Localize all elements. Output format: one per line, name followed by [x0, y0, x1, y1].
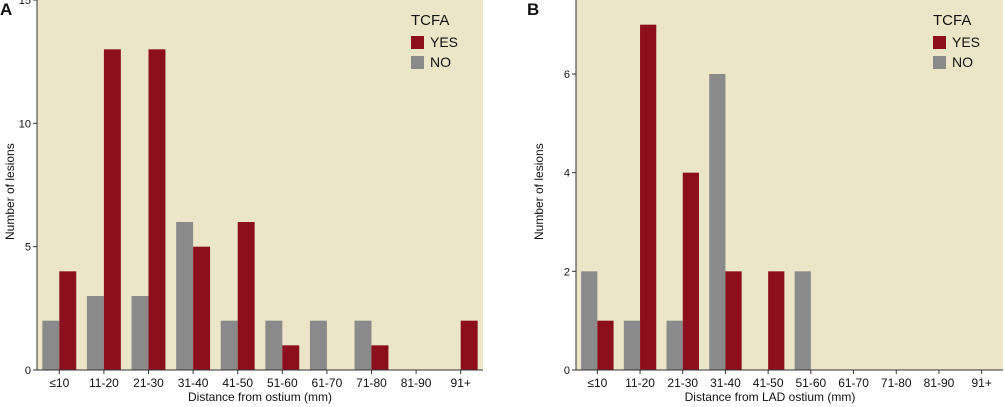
panel-label: B [527, 0, 540, 19]
x-tick-label: 41-50 [222, 376, 253, 390]
x-axis-label: Distance from LAD ostium (mm) [684, 390, 856, 404]
x-tick-label: 11-20 [89, 376, 119, 390]
legend-item-no: NO [411, 52, 458, 72]
bar-chart-b: ≤10 11-20 21-30 31-40 41-50 51-60 61-70 71-80 81… [564, 0, 1003, 390]
legend-swatch-no [411, 55, 424, 69]
bar-yes-21-30 [148, 49, 166, 370]
bar-yes-31-40 [725, 271, 742, 370]
bar-no-11-20 [623, 320, 641, 370]
legend-label-no: NO [952, 54, 973, 70]
x-tick-label: 31-40 [178, 376, 209, 390]
x-tick-label: 91+ [971, 376, 991, 390]
bar-yes-11-20 [103, 49, 121, 370]
y-tick-label: 10 [19, 118, 31, 130]
x-axis-label: Distance from ostium (mm) [187, 390, 333, 404]
bar-yes-11-20 [640, 24, 657, 371]
bar-yes-31-40 [193, 246, 211, 370]
bar-no-41-50 [220, 320, 238, 370]
bar-yes-≤10 [597, 320, 614, 370]
x-tick-label: 41-50 [753, 376, 784, 390]
bar-no-51-60 [794, 271, 811, 370]
y-tick-label: 2 [564, 266, 570, 278]
bar-yes-21-30 [682, 172, 699, 370]
y-tick-label: 0 [25, 365, 31, 377]
legend-item-yes: YES [933, 32, 980, 52]
x-tick-label: 11-20 [625, 376, 655, 390]
legend-label-yes: YES [952, 34, 981, 50]
bar-yes-91+ [460, 320, 478, 370]
y-axis-label: Number of lesions [3, 143, 17, 240]
chart-panel-a: A ≤10 11-20 21-30 31-40 41-50 51-60 61-70 71-80… [0, 0, 500, 407]
panel-label: A [0, 0, 13, 19]
legend: TCFA YES NO [933, 12, 980, 72]
x-tick-label: 51-60 [267, 376, 298, 390]
x-tick-label: 81-90 [924, 376, 955, 390]
x-tick-label: 21-30 [133, 376, 164, 390]
legend-swatch-yes [933, 35, 946, 49]
legend-label-yes: YES [430, 34, 459, 50]
x-tick-label: 91+ [451, 376, 471, 390]
y-tick-label: 15 [19, 0, 31, 7]
y-tick-label: 5 [25, 242, 31, 254]
legend: TCFA YES NO [411, 12, 458, 72]
x-tick-label: 71-80 [356, 376, 387, 390]
x-tick-label: 61-70 [312, 376, 343, 390]
x-tick-label: 51-60 [795, 376, 826, 390]
legend-item-no: NO [933, 52, 980, 72]
x-tick-label: 21-30 [667, 376, 698, 390]
legend-swatch-no [933, 55, 946, 69]
x-tick-label: 61-70 [838, 376, 869, 390]
x-tick-label: 71-80 [881, 376, 912, 390]
x-tick-label: 31-40 [710, 376, 741, 390]
bar-no-71-80 [354, 320, 372, 370]
x-tick-label: ≤10 [587, 376, 607, 390]
bar-no-≤10 [581, 271, 598, 370]
bar-no-31-40 [176, 222, 194, 370]
bar-no-≤10 [42, 320, 60, 370]
bar-yes-41-50 [237, 222, 255, 370]
y-axis-label: Number of lesions [532, 143, 546, 240]
bar-no-31-40 [709, 74, 726, 370]
x-tick-label: 81-90 [401, 376, 432, 390]
bar-no-21-30 [666, 320, 683, 370]
bar-yes-41-50 [768, 271, 785, 370]
y-tick-label: 0 [564, 365, 570, 377]
chart-panel-b: B ≤10 11-20 21-30 31-40 41-50 51-60 61-70 71-80… [500, 0, 1005, 407]
bar-no-51-60 [265, 320, 283, 370]
bar-no-21-30 [131, 296, 149, 370]
bar-no-11-20 [86, 296, 104, 370]
legend-title: TCFA [411, 12, 450, 29]
y-tick-label: 6 [564, 69, 570, 81]
bar-no-61-70 [309, 320, 327, 370]
legend-item-yes: YES [411, 32, 458, 52]
legend-swatch-yes [411, 35, 424, 49]
y-tick-label: 4 [564, 168, 570, 180]
bar-yes-≤10 [59, 271, 77, 370]
bar-chart-a: ≤10 11-20 21-30 31-40 41-50 51-60 61-70 71-80 81… [19, 0, 483, 390]
legend-title: TCFA [933, 12, 972, 29]
bar-yes-71-80 [371, 345, 389, 370]
x-tick-label: ≤10 [49, 376, 69, 390]
bar-yes-51-60 [282, 345, 300, 370]
legend-label-no: NO [430, 54, 451, 70]
